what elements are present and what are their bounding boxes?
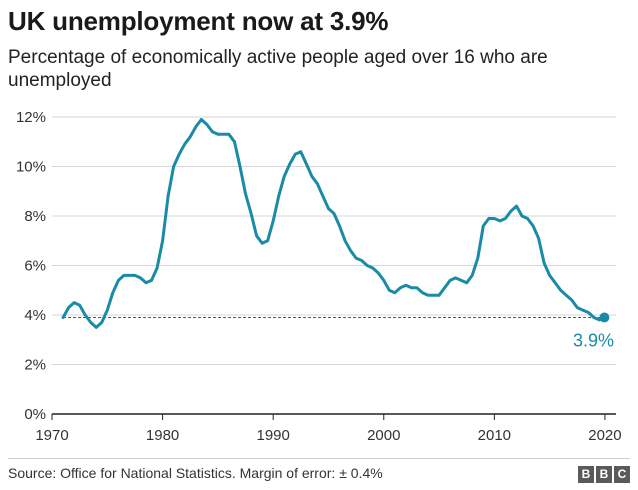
- series-group: [61, 118, 606, 329]
- series-line: [61, 118, 606, 329]
- footer-divider: [8, 458, 630, 459]
- x-tick-label: 2020: [588, 427, 621, 444]
- y-axis-ticks: 0% 2% 4% 6% 8% 10% 12%: [16, 109, 46, 423]
- endpoint-label: 3.9%: [573, 330, 614, 350]
- y-tick-label: 10%: [16, 159, 46, 176]
- y-tick-label: 0%: [24, 406, 46, 423]
- y-tick-label: 8%: [24, 208, 46, 225]
- bbc-logo-letter: C: [614, 466, 630, 483]
- bbc-logo-letter: B: [596, 466, 612, 483]
- x-tick-label: 1980: [146, 427, 179, 444]
- x-tick-label: 1970: [35, 427, 68, 444]
- y-tick-label: 12%: [16, 109, 46, 126]
- bbc-logo: B B C: [578, 466, 630, 483]
- source-note: Source: Office for National Statistics. …: [8, 465, 383, 481]
- chart-title: UK unemployment now at 3.9%: [8, 6, 389, 36]
- y-tick-label: 6%: [24, 258, 46, 275]
- gridlines: [52, 116, 616, 415]
- bbc-logo-letter: B: [578, 466, 594, 483]
- x-axis-ticks: 1970 1980 1990 2000 2010 2020: [35, 414, 622, 444]
- x-tick-label: 2010: [478, 427, 511, 444]
- y-tick-label: 4%: [24, 307, 46, 324]
- endpoint-marker: [599, 312, 610, 323]
- y-tick-label: 2%: [24, 357, 46, 374]
- chart-subtitle: Percentage of economically active people…: [8, 47, 548, 91]
- x-tick-label: 2000: [367, 427, 400, 444]
- x-tick-label: 1990: [256, 427, 289, 444]
- endpoint-group: 3.9%: [573, 312, 614, 350]
